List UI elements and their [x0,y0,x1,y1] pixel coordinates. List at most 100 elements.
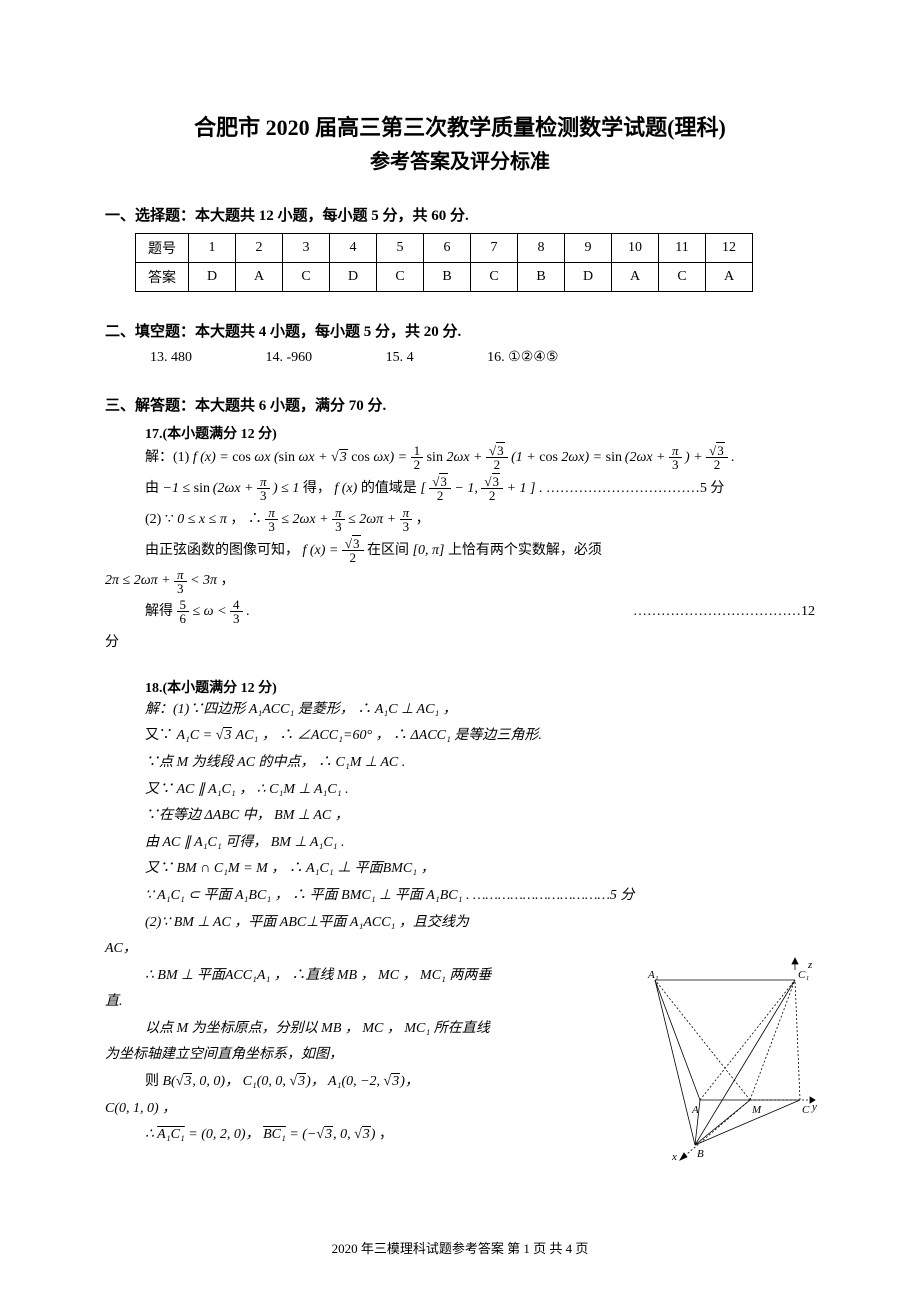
math-expr: 2π ≤ 2ωπ + [105,573,174,588]
fig-label-B: B [697,1148,704,1160]
math-expr: ≤ ω < [193,604,231,619]
line: 由 AC ∥ A₁C₁ 可得， BM ⊥ A₁C₁ . [145,830,815,857]
text: 以点 M 为坐标原点，分别以 MB ， MC ， MC₁ 所在直线 [145,1021,490,1036]
q17-fen: 分 [105,628,815,659]
fraction: √32 [486,444,508,471]
cell: 8 [518,234,565,263]
score-dots: ………………………………12 [633,597,815,628]
math-expr: . [731,450,735,465]
cell: A [612,263,659,292]
score-dots: . ……………………………5 分 [539,481,725,496]
fraction: √32 [481,475,503,502]
text: ， [379,1127,393,1142]
text: 由 [145,481,163,496]
math-expr: (1 + cos 2ωx) = sin (2ωx + [511,450,669,465]
text: 又∵ BM ∩ C₁M = M ， ∴ A₁C₁ ⊥ 平面BMC₁ ， [145,861,435,876]
fraction: 12 [411,444,424,471]
text: 又∵ [145,728,177,743]
text: ， ∴ ∠ACC₁=60° ， ∴ ΔACC₁ 是等边三角形. [262,728,542,743]
fraction: π3 [174,568,187,595]
text: 为坐标轴建立空间直角坐标系，如图， [105,1047,343,1062]
fig-label-A1: A₁ [647,969,659,981]
choice-answer-table: 题号 1 2 3 4 5 6 7 8 9 10 11 12 答案 D A C D… [135,233,753,292]
fig-label-z: z [807,959,813,971]
line: 解：(1)∵四边形 A₁ACC₁ 是菱形， ∴ A₁C ⊥ AC₁ ， [145,697,815,724]
exam-page: 合肥市 2020 届高三第三次教学质量检测数学试题(理科) 参考答案及评分标准 … [0,0,920,1302]
fig-label-x: x [671,1151,677,1163]
cell: C [659,263,706,292]
cell: D [189,263,236,292]
table-row: 答案 D A C D C B C B D A C A [136,263,753,292]
text: ∵点 M 为线段 AC 的中点， ∴ C₁M ⊥ AC . [145,755,405,770]
q17-line1: 解：(1) f (x) = cos ωx (sin ωx + √3 cos ωx… [145,443,815,474]
text: 解：(1) [145,450,193,465]
text: ∵在等边 ΔABC 中， BM ⊥ AC ， [145,808,349,823]
math-expr: B(√3, 0, 0)， C₁(0, 0, √3)， A₁(0, −2, √3)… [163,1073,419,1089]
fig-label-M: M [751,1104,762,1116]
math-expr: 0 ≤ x ≤ π [177,512,227,527]
text: 得， [303,481,335,496]
text: 的值域是 [361,481,421,496]
cell: 9 [565,234,612,263]
math-expr: f (x) = [303,543,342,558]
math-expr: [0, π] [413,543,445,558]
text: 解得 [145,604,177,619]
text: 解：(1)∵四边形 A₁ACC₁ 是菱形， ∴ A₁C ⊥ AC₁ ， [145,702,457,717]
fraction: √32 [342,537,364,564]
cell: 7 [471,234,518,263]
line: ∵点 M 为线段 AC 的中点， ∴ C₁M ⊥ AC . [145,750,815,777]
fig-label-C: C [802,1104,810,1116]
doc-title: 合肥市 2020 届高三第三次教学质量检测数学试题(理科) [105,110,815,145]
line: ∵ A₁C₁ ⊂ 平面 A₁BC₁ ， ∴ 平面 BMC₁ ⊥ 平面 A₁BC₁… [145,883,815,910]
q17-heading: 17.(本小题满分 12 分) [145,423,815,443]
cell: 10 [612,234,659,263]
cell: 12 [706,234,753,263]
text: 上恰有两个实数解，必须 [448,543,602,558]
math-expr: C(0, 1, 0) ， [105,1101,176,1116]
cell: 3 [283,234,330,263]
cell: D [565,263,612,292]
page-footer: 2020 年三模理科试题参考答案 第 1 页 共 4 页 [0,1238,920,1257]
q17-line5: 2π ≤ 2ωπ + π3 < 3π ， [105,566,815,597]
math-expr: f (x) [334,481,357,496]
fig-label-A: A [691,1104,699,1116]
section3-heading: 三、解答题：本大题共 6 小题，满分 70 分. [105,394,815,415]
geometry-figure: A₁ C₁ z A M C y B x [640,950,820,1180]
cell: A [236,263,283,292]
fill-14: 14. -960 [266,350,313,366]
fraction: 43 [230,598,243,625]
line: 又∵ AC ∥ A₁C₁ ， ∴ C₁M ⊥ A₁C₁ . [145,777,815,804]
q17-line2: 由 −1 ≤ sin (2ωx + π3 ) ≤ 1 得， f (x) 的值域是… [145,474,815,505]
fraction: π3 [332,506,345,533]
math-expr: A₁C = √3 AC₁ [177,727,259,743]
q18-heading: 18.(本小题满分 12 分) [145,677,815,697]
math-expr: + 1 ] [507,481,536,496]
q17-line4: 由正弦函数的图像可知， f (x) = √32 在区间 [0, π] 上恰有两个… [145,536,815,567]
text: AC， [105,941,137,956]
cell: A [706,263,753,292]
q17-line6: 解得 56 ≤ ω < 43 . ………………………………12 [145,597,815,628]
math-expr: < 3π [190,573,217,588]
text: 由 AC ∥ A₁C₁ 可得， BM ⊥ A₁C₁ . [145,835,345,850]
fraction: 56 [177,598,190,625]
line: (2)∵ BM ⊥ AC ，平面 ABC⊥平面 A₁ACC₁ ，且交线为 [145,910,815,937]
math-expr: ∴ A₁C₁ = (0, 2, 0)， BC₁ = (−√3, 0, √3) [145,1126,375,1142]
text: (2)∵ BM ⊥ AC ，平面 ABC⊥平面 A₁ACC₁ ，且交线为 [145,915,469,930]
math-expr: ) ≤ 1 [273,481,299,496]
section2-heading: 二、填空题：本大题共 4 小题，每小题 5 分，共 20 分. [105,320,815,341]
row-label: 答案 [136,263,189,292]
math-expr: −1 ≤ sin (2ωx + [163,481,258,496]
row-label: 题号 [136,234,189,263]
cell: 5 [377,234,424,263]
text: ∵ A₁C₁ ⊂ 平面 A₁BC₁ ， ∴ 平面 BMC₁ ⊥ 平面 A₁BC₁… [145,888,634,903]
fill-15: 15. 4 [386,350,414,366]
math-expr: sin 2ωx + [427,450,486,465]
math-expr: − 1, [454,481,481,496]
fraction: √32 [429,475,451,502]
fraction: √32 [706,444,728,471]
math-expr: ≤ 2ωπ + [348,512,400,527]
text: ∴ BM ⊥ 平面ACC₁A₁ ， ∴直线 MB ， MC ， MC₁ 两两垂 [145,968,491,983]
fraction: π3 [400,506,413,533]
cell: B [518,263,565,292]
q17-line3: (2) ∵ 0 ≤ x ≤ π ， ∴ π3 ≤ 2ωx + π3 ≤ 2ωπ … [145,505,815,536]
